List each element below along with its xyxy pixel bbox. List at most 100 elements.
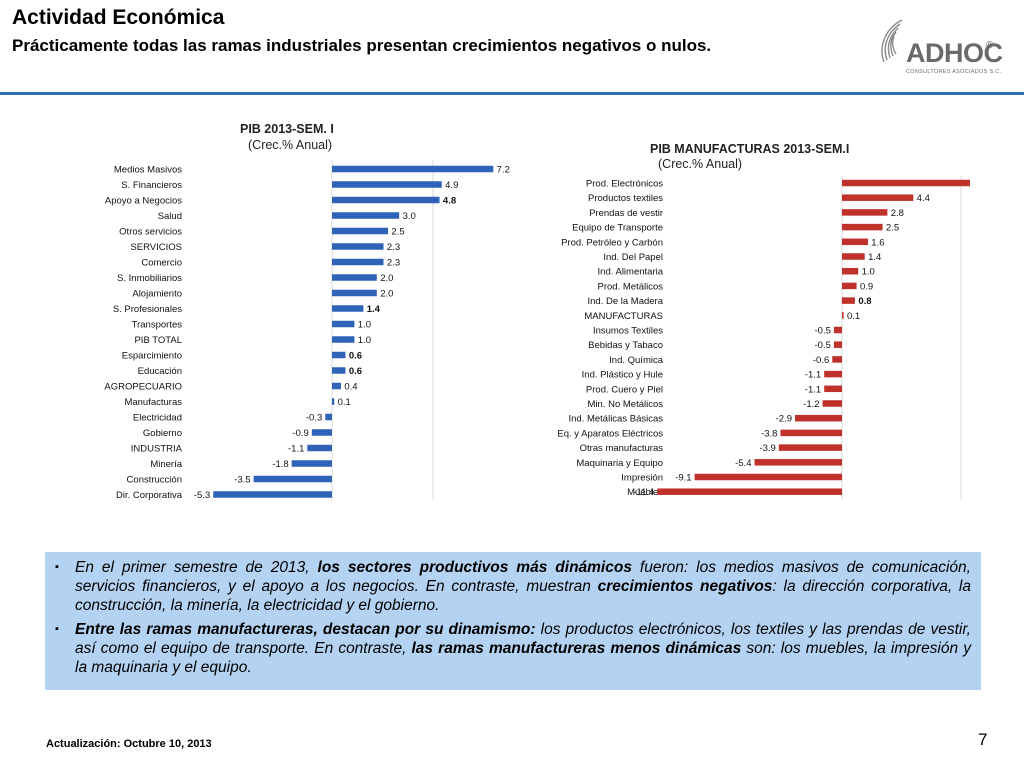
- manuf-category-label: Insumos Textiles: [593, 326, 663, 337]
- pib-bar: [325, 413, 332, 421]
- pib-category-label: Alojamiento: [132, 289, 182, 300]
- manuf-category-label: Prod. Petróleo y Carbón: [561, 237, 663, 248]
- pib-bar: [311, 429, 332, 436]
- adhoc-logo-icon: [881, 19, 903, 63]
- pib-category-label: Construcción: [127, 475, 182, 486]
- pib-category-label: AGROPECUARIO: [104, 382, 182, 393]
- manuf-value-label: 2.5: [886, 223, 899, 234]
- pib-category-label: S. Profesionales: [113, 304, 182, 315]
- summary-highlight: Entre las ramas manufactureras, destacan…: [75, 621, 536, 638]
- page-title: Actividad Económica: [12, 6, 225, 29]
- summary-box: ▪ En el primer semestre de 2013, los sec…: [45, 552, 981, 690]
- manuf-category-label: Min. No Metálicos: [588, 399, 664, 410]
- manuf-value-label: 2.8: [891, 208, 904, 219]
- logo-registered-mark: ®: [986, 40, 994, 51]
- pib-value-label: 4.9: [445, 180, 458, 191]
- manuf-category-label: Ind. De la Madera: [587, 296, 663, 307]
- summary-highlight: los sectores productivos más dinámicos: [317, 559, 632, 576]
- pib-bar: [291, 460, 332, 467]
- manuf-value-label: 0.9: [860, 281, 873, 292]
- manuf-category-label: Equipo de Transporte: [572, 223, 663, 234]
- pib-category-label: Electricidad: [133, 413, 182, 424]
- pib-bar: [307, 444, 332, 452]
- manuf-chart-subtitle: (Crec.% Anual): [658, 157, 742, 171]
- manuf-bar: [822, 400, 842, 407]
- pib-value-label: 0.4: [344, 382, 357, 393]
- pib-value-label: 0.6: [349, 351, 362, 362]
- manuf-bar: [694, 473, 842, 481]
- manuf-bar: [657, 488, 842, 495]
- pib-value-label: 2.5: [391, 227, 404, 238]
- manuf-bar: [833, 326, 842, 334]
- manuf-value-label: 1.4: [868, 252, 881, 263]
- pib-manufacturas-chart: PIB MANUFACTURAS 2013-SEM.I (Crec.% Anual…: [525, 138, 988, 508]
- manuf-category-label: Ind. Del Papel: [603, 252, 663, 263]
- manuf-value-label: -3.9: [759, 443, 775, 454]
- pib-bar: [332, 196, 440, 204]
- pib-category-label: Otros servicios: [119, 227, 182, 238]
- pib-category-label: Minería: [150, 459, 182, 470]
- manuf-bar: [842, 267, 859, 275]
- pib-value-label: 1.4: [367, 304, 381, 315]
- manuf-category-label: MANUFACTURAS: [584, 311, 663, 322]
- pib-bar: [332, 336, 355, 343]
- summary-text: son: los muebles, la impresión y la maqu…: [75, 640, 971, 676]
- manuf-category-label: Ind. Alimentaria: [598, 267, 664, 278]
- pib-value-label: 3.0: [403, 211, 416, 222]
- pib-bar: [332, 289, 377, 297]
- pib-value-label: 2.0: [380, 273, 393, 284]
- pib-bar: [332, 243, 384, 250]
- pib-bar: [213, 491, 332, 498]
- pib-category-label: SERVICIOS: [130, 242, 182, 253]
- manuf-bar: [833, 341, 842, 348]
- pib-bar: [332, 274, 377, 281]
- manuf-bar: [778, 444, 842, 451]
- manuf-bar: [842, 223, 883, 231]
- pib-value-label: -1.1: [288, 444, 304, 455]
- pib-bar: [332, 351, 346, 359]
- pib-value-label: -3.5: [234, 475, 250, 486]
- pib-value-label: 2.3: [387, 242, 400, 253]
- manuf-bar: [832, 356, 842, 363]
- manuf-value-label: -9.1: [675, 473, 691, 484]
- pib-category-label: Gobierno: [143, 428, 182, 439]
- manuf-category-label: Eq. y Aparatos Eléctricos: [557, 428, 663, 439]
- manuf-value-label: -1.1: [805, 384, 821, 395]
- manuf-value-label: 0.1: [847, 311, 860, 322]
- manuf-value-label: -0.5: [815, 340, 831, 351]
- pib-bar: [253, 475, 332, 483]
- pib-chart-subtitle: (Crec.% Anual): [248, 138, 332, 152]
- pib-category-label: Educación: [138, 366, 182, 377]
- manuf-bar: [842, 253, 865, 260]
- summary-bullet-1: ▪ En el primer semestre de 2013, los sec…: [55, 558, 971, 615]
- pib-category-label: Manufacturas: [124, 397, 182, 408]
- header-divider: [0, 92, 1024, 95]
- pib-category-label: S. Financieros: [121, 180, 182, 191]
- pib-bar: [332, 367, 346, 374]
- pib-chart: PIB 2013-SEM. I (Crec.% Anual) Medios Masi…: [100, 118, 530, 508]
- summary-highlight: las ramas manufactureras menos dinámicas: [411, 640, 742, 657]
- manuf-category-label: Bebidas y Tabaco: [588, 340, 663, 351]
- pib-value-label: 0.6: [349, 366, 362, 377]
- pib-value-label: 2.3: [387, 258, 400, 269]
- bullet-square-icon: ▪: [55, 623, 59, 635]
- manuf-value-label: 0.8: [858, 296, 871, 307]
- manuf-category-label: Muebles: [627, 487, 663, 498]
- pib-bar: [332, 212, 400, 219]
- manuf-bar: [842, 179, 972, 187]
- manuf-value-label: -0.5: [815, 326, 831, 337]
- pib-bar: [332, 305, 364, 312]
- pib-category-label: Comercio: [141, 258, 182, 269]
- pib-category-label: S. Inmobiliarios: [117, 273, 182, 284]
- pib-bar: [332, 382, 341, 390]
- manuf-chart-title: PIB MANUFACTURAS 2013-SEM.I: [650, 142, 849, 156]
- pib-category-label: Apoyo a Negocios: [105, 196, 182, 207]
- bullet-square-icon: ▪: [55, 561, 59, 573]
- manuf-category-label: Otras manufacturas: [580, 443, 664, 454]
- pib-value-label: -5.3: [194, 490, 210, 501]
- summary-bullet-2: ▪ Entre las ramas manufactureras, destac…: [55, 620, 971, 677]
- summary-text: los productos electrónicos, los textiles…: [75, 621, 971, 657]
- manuf-bar: [842, 194, 914, 201]
- pib-category-label: PIB TOTAL: [134, 335, 182, 346]
- manuf-bar: [824, 370, 842, 378]
